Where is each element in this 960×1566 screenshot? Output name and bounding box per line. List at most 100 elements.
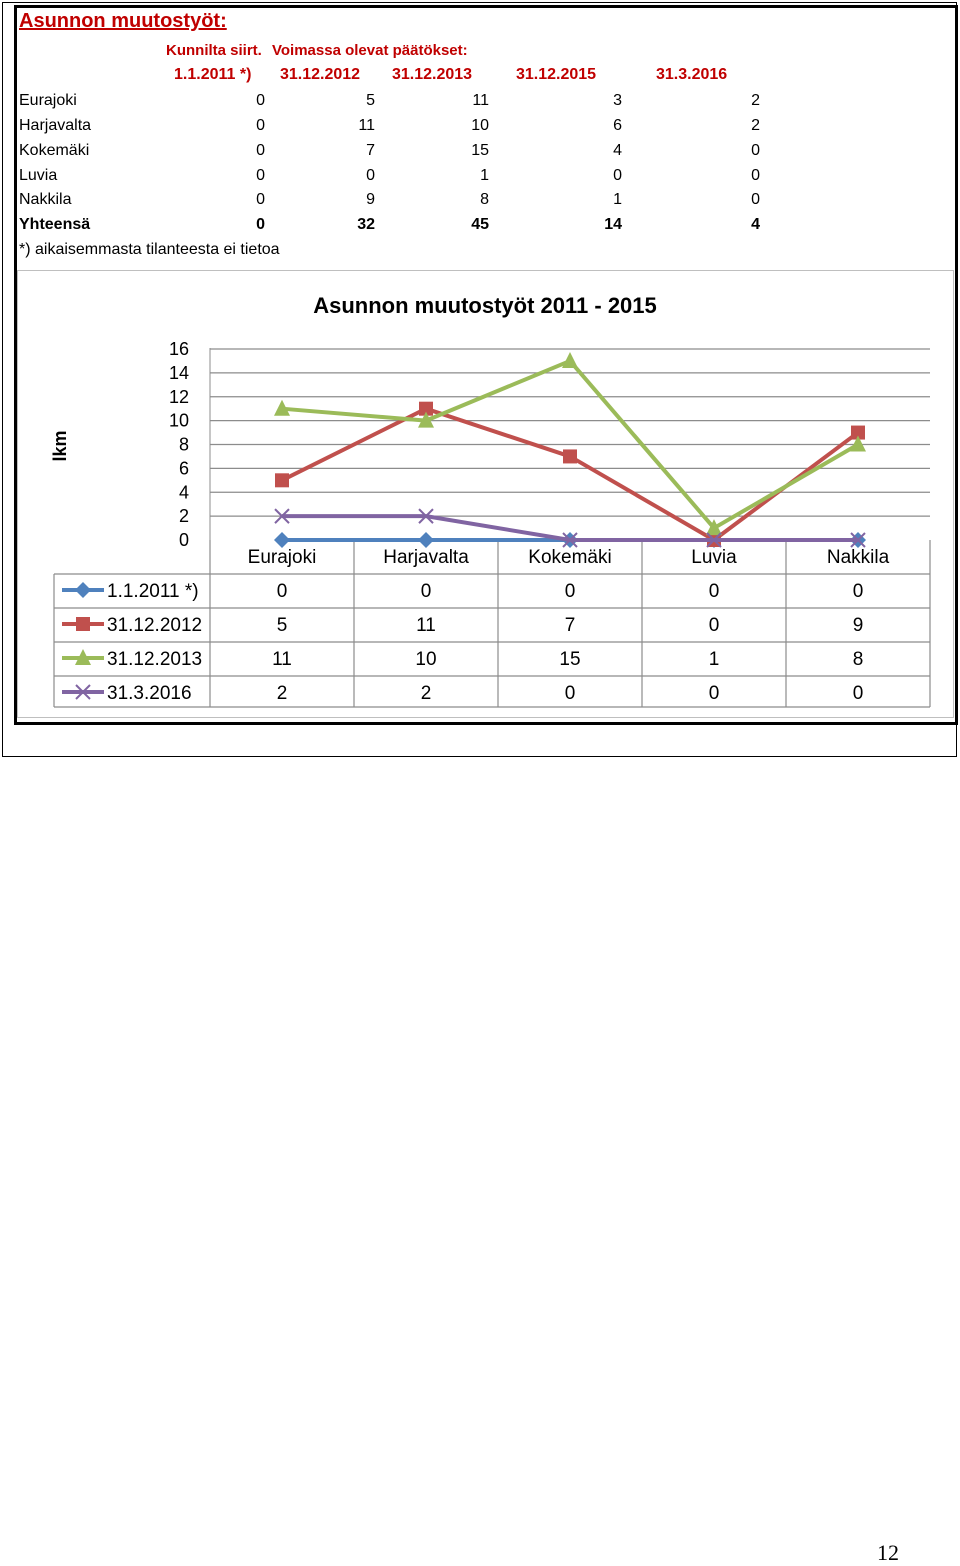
data-table-value: 2: [277, 683, 288, 704]
table-cell: 1: [480, 167, 489, 184]
data-table-value: 0: [565, 581, 576, 602]
table-cell: 1: [613, 191, 622, 208]
column-header: 31.3.2016: [656, 66, 728, 83]
table-cell: 0: [256, 142, 265, 159]
total-cell: 14: [604, 216, 622, 233]
data-point-legend: [75, 649, 91, 665]
row-label: Eurajoki: [19, 92, 77, 109]
total-cell: 45: [471, 216, 489, 233]
data-point-3: [706, 519, 722, 536]
data-table-value: 2: [421, 683, 432, 704]
column-header: 31.12.2015: [516, 66, 597, 83]
table-cell: 0: [751, 167, 760, 184]
data-table-value: 9: [853, 615, 864, 636]
data-table-value: 10: [415, 649, 436, 670]
table-cell: 10: [471, 117, 489, 134]
table-cell: 0: [613, 167, 622, 184]
table-cell: 11: [472, 92, 489, 109]
legend-label: 31.12.2013: [107, 649, 202, 670]
data-table-value: 5: [277, 615, 288, 636]
table-cell: 0: [256, 191, 265, 208]
data-table-value: 7: [565, 615, 576, 636]
table-cell: 0: [366, 167, 375, 184]
line-chart: Asunnon muutostyöt 2011 - 2015lkm0246810…: [50, 293, 931, 708]
y-tick-label: 10: [169, 411, 189, 431]
data-table-value: 11: [272, 649, 292, 670]
data-point-4: [850, 435, 866, 452]
data-table-value: 0: [421, 581, 432, 602]
x-tick-label: Eurajoki: [248, 547, 317, 568]
data-table-value: 0: [709, 615, 720, 636]
y-tick-label: 12: [169, 387, 189, 407]
data-point-0: [274, 508, 290, 524]
data-point-1: [418, 411, 434, 428]
data-point-2: [562, 351, 578, 368]
series-line-1: [281, 406, 860, 542]
data-table-value: 11: [416, 615, 436, 636]
y-tick-label: 8: [179, 435, 189, 455]
data-table-value: 0: [709, 581, 720, 602]
chart-area: Asunnon muutostyöt 2011 - 2015 lkm 0 2 4 6 8 10…: [17, 270, 954, 718]
table-cell: 0: [751, 191, 760, 208]
data-point-1: [418, 508, 434, 524]
table-cell: 9: [366, 191, 375, 208]
data-point-legend: [75, 684, 91, 700]
table-cell: 11: [358, 117, 375, 134]
column-header: 31.12.2012: [280, 66, 361, 83]
data-point-0: [274, 532, 290, 548]
total-cell: 4: [751, 216, 760, 233]
table-cell: 0: [751, 142, 760, 159]
footnote: *) aikaisemmasta tilanteesta ei tietoa: [19, 241, 280, 258]
table-title: Asunnon muutostyöt:: [19, 10, 227, 32]
data-point-2: [562, 532, 578, 548]
data-table-value: 1: [709, 649, 720, 670]
y-tick-label: 6: [179, 458, 189, 478]
page-number: 12: [877, 1540, 899, 1565]
total-cell: 32: [357, 216, 375, 233]
total-cell: 0: [256, 216, 265, 233]
y-axis-label: lkm: [50, 430, 70, 461]
data-point-legend: [76, 617, 90, 631]
row-label: Luvia: [19, 167, 58, 184]
data-point-0: [275, 473, 289, 488]
data-table-value: 0: [709, 683, 720, 704]
table-cell: 0: [256, 117, 265, 134]
data-table-value: 15: [559, 649, 580, 670]
data-point-1: [418, 532, 434, 548]
chart-title: Asunnon muutostyöt 2011 - 2015: [313, 293, 657, 318]
data-table-value: 0: [853, 581, 864, 602]
y-tick-label: 0: [179, 530, 189, 550]
data-table-value: 8: [853, 649, 864, 670]
table-cell: 8: [480, 191, 489, 208]
x-tick-label: Nakkila: [827, 547, 890, 568]
row-label: Nakkila: [19, 191, 72, 208]
content-frame: [14, 5, 958, 725]
row-label: Kokemäki: [19, 142, 90, 159]
row-label: Harjavalta: [19, 117, 92, 134]
x-tick-label: Harjavalta: [383, 547, 469, 568]
table-cell: 2: [751, 92, 760, 109]
y-tick-label: 2: [179, 506, 189, 526]
total-row-label: Yhteensä: [19, 216, 91, 233]
data-table-value: 0: [277, 581, 288, 602]
table-cell: 2: [751, 117, 760, 134]
table-cell: 6: [613, 117, 622, 134]
table-cell: 15: [471, 142, 489, 159]
table-cell: 0: [256, 92, 265, 109]
data-point-1: [419, 401, 433, 416]
table-cell: 5: [366, 92, 375, 109]
table-cell: 0: [256, 167, 265, 184]
column-header: 31.12.2013: [392, 66, 473, 83]
group-label-transferred: Kunnilta siirt.: [166, 42, 262, 59]
group-label-valid-decisions: Voimassa olevat päätökset:: [272, 42, 468, 59]
column-header: 1.1.2011 *): [174, 66, 252, 83]
table-cell: 7: [366, 142, 375, 159]
data-point-3: [706, 532, 722, 548]
data-table-value: 0: [565, 683, 576, 704]
x-tick-label: Luvia: [691, 547, 737, 568]
table-cell: 3: [613, 92, 622, 109]
y-tick-label: 16: [169, 339, 189, 359]
data-point-4: [850, 532, 866, 548]
legend-label: 31.12.2012: [107, 615, 202, 636]
data-point-4: [851, 425, 865, 440]
